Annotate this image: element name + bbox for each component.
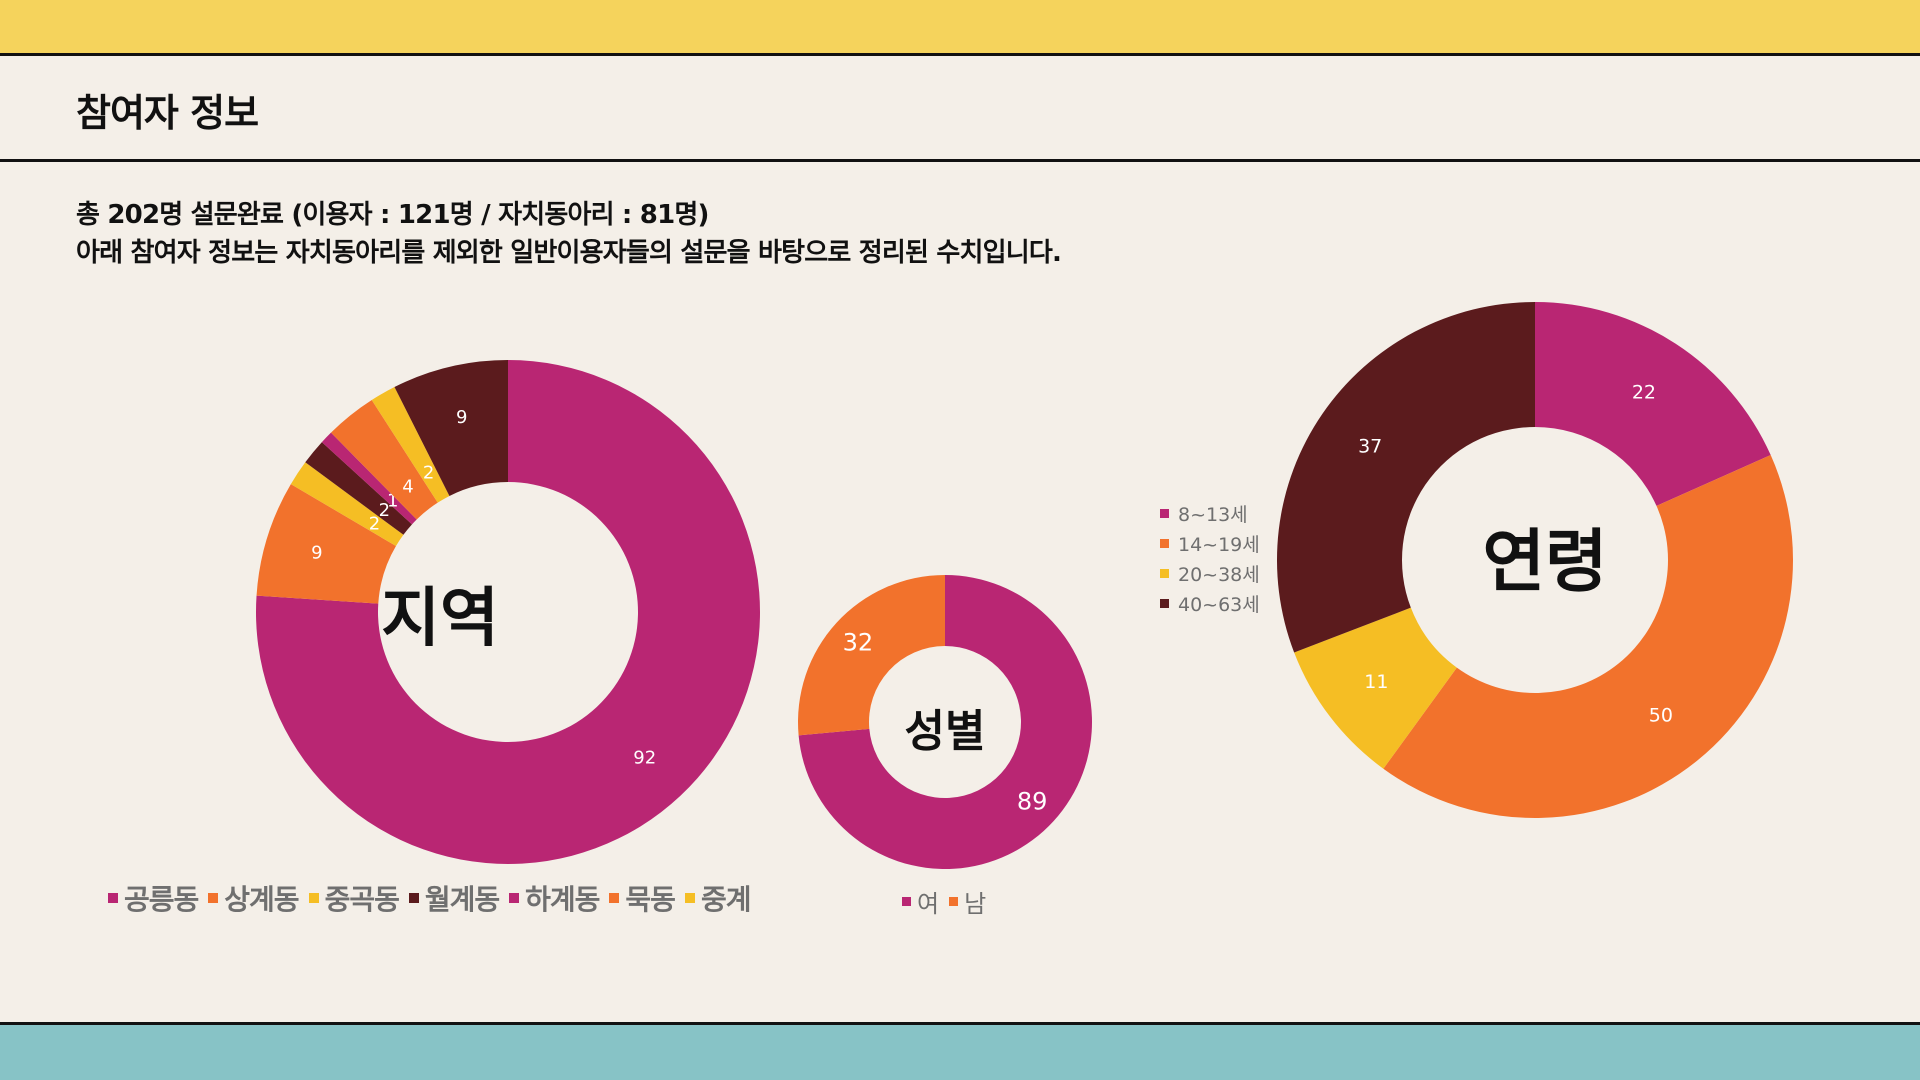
age-legend-item: 20~38세 [1160,558,1260,588]
gender-slice-1 [798,575,945,736]
region-legend-item: 하계동 [509,878,600,918]
age-slice-1 [1383,455,1793,818]
top-accent-band [0,0,1920,56]
gender-legend-swatch [949,897,959,906]
region-data-label-7: 9 [456,407,467,428]
gender-legend-label: 남 [964,890,987,918]
gender-data-label-1: 32 [843,628,874,656]
gender-legend-swatch [902,897,911,906]
region-legend-label: 월계동 [424,883,500,916]
age-slice-0 [1535,302,1771,506]
region-legend-swatch [609,893,620,903]
region-data-label-1: 9 [311,543,322,564]
region-slice-6 [371,387,450,503]
region-legend-swatch [208,893,219,903]
age-chart-title: 연령 [1482,523,1607,602]
summary-line-2: 아래 참여자 정보는 자치동아리를 제외한 일반이용자들의 설문을 바탕으로 정… [76,238,1062,268]
age-slice-2 [1294,607,1457,769]
age-legend-label: 8~13세 [1178,503,1248,526]
region-data-label-5: 4 [402,477,413,498]
region-legend-label: 중계 [700,883,752,916]
age-legend-item: 14~19세 [1160,528,1260,558]
age-legend-swatch [1160,508,1169,518]
age-legend: 8~13세 14~19세 20~38세 40~63세 [1160,498,1260,618]
age-legend-label: 40~63세 [1178,593,1260,616]
region-legend-label: 중곡동 [324,883,400,916]
region-data-label-4: 1 [387,491,398,512]
region-legend-swatch [408,893,419,903]
age-legend-label: 14~19세 [1178,533,1260,556]
gender-donut-chart: 89 32 성별 [798,575,1092,869]
region-slice-3 [305,442,412,535]
region-legend: 공릉동 상계동 중곡동 월계동 하계동 묵동 중계 [108,878,760,918]
region-legend-item: 중곡동 [308,878,400,918]
region-slice-2 [290,462,404,547]
summary-text: 총 202명 설문완료 (이용자 : 121명 / 자치동아리 : 81명) 아… [76,196,1062,272]
region-legend-item: 월계동 [408,878,500,918]
region-slice-1 [256,484,396,604]
region-slice-0 [256,360,761,864]
region-slice-7 [394,360,508,496]
gender-legend-item: 여 [902,884,939,919]
age-legend-label: 20~38세 [1178,563,1260,586]
page-title: 참여자 정보 [76,91,259,135]
region-data-label-6: 2 [423,463,434,484]
region-legend-swatch [108,893,118,903]
gender-data-label-0: 89 [1017,788,1048,816]
age-data-label-1: 50 [1649,704,1673,726]
gender-chart-title: 성별 [905,706,986,757]
region-legend-item: 중계 [684,878,752,918]
region-legend-swatch [509,893,520,903]
gender-slice-0 [798,575,1092,869]
age-data-label-3: 37 [1358,436,1382,458]
region-legend-item: 상계동 [208,878,300,918]
age-slice-3 [1277,302,1535,653]
gender-legend-label: 여 [917,890,940,918]
region-legend-label: 묵동 [625,883,676,916]
age-legend-swatch [1160,598,1169,608]
region-legend-swatch [308,893,319,903]
region-legend-item: 묵동 [609,878,676,918]
region-data-label-0: 92 [633,747,656,768]
region-legend-label: 하계동 [525,883,600,916]
title-divider [0,159,1920,162]
region-data-label-3: 2 [379,500,390,521]
gender-legend-item: 남 [949,884,986,919]
region-slice-5 [330,400,438,520]
region-legend-label: 공릉동 [124,883,199,916]
region-legend-swatch [684,893,695,903]
age-legend-item: 8~13세 [1160,498,1248,528]
summary-line-1: 총 202명 설문완료 (이용자 : 121명 / 자치동아리 : 81명) [76,200,709,230]
bottom-accent-band [0,1022,1920,1080]
region-legend-item: 공릉동 [108,878,199,918]
age-data-label-0: 22 [1632,381,1656,403]
age-legend-item: 40~63세 [1160,588,1260,618]
age-legend-swatch [1160,568,1169,578]
region-data-label-2: 2 [369,513,380,534]
region-slice-4 [321,432,417,525]
age-data-label-2: 11 [1364,671,1388,693]
age-donut-chart: 22 50 11 37 연령 [1277,302,1793,818]
region-chart-title: 지역 [381,582,499,656]
age-legend-swatch [1160,538,1169,548]
region-legend-label: 상계동 [224,883,299,916]
